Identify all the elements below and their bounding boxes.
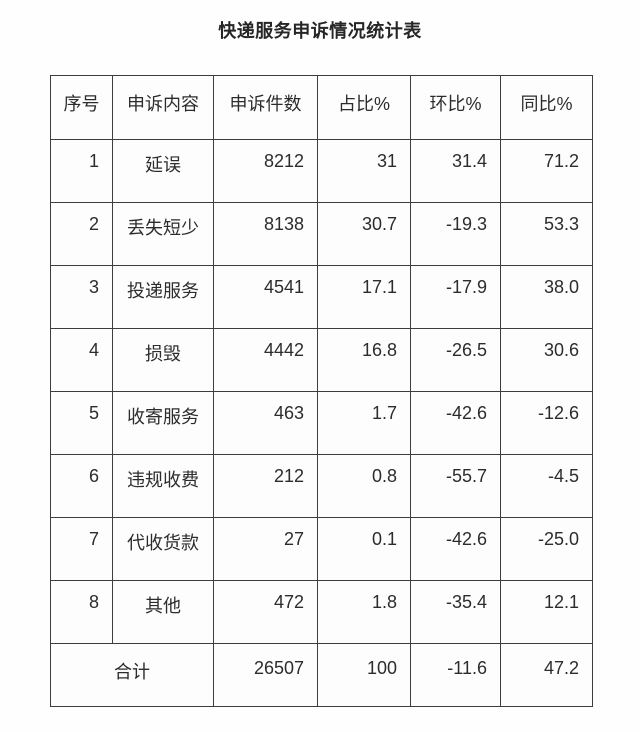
cell-content: 收寄服务 — [112, 391, 214, 455]
complaint-stats-table: 序号 申诉内容 申诉件数 占比% 环比% 同比% 1 延误 8212 31 31… — [50, 75, 593, 707]
table-row: 8 其他 472 1.8 -35.4 12.1 — [50, 580, 593, 644]
total-label-cell: 合计 — [50, 643, 214, 707]
cell-mom: -35.4 — [410, 580, 501, 644]
cell-share: 17.1 — [317, 265, 411, 329]
cell-content: 其他 — [112, 580, 214, 644]
cell-mom: -55.7 — [410, 454, 501, 518]
cell-mom: -19.3 — [410, 202, 501, 266]
cell-content: 代收货款 — [112, 517, 214, 581]
cell-no: 6 — [50, 454, 113, 518]
header-cell-mom: 环比% — [410, 75, 501, 140]
cell-share: 0.1 — [317, 517, 411, 581]
table-footer: 合计 26507 100 -11.6 47.2 — [50, 643, 593, 707]
total-yoy-cell: 47.2 — [500, 643, 593, 707]
cell-yoy: -4.5 — [500, 454, 593, 518]
cell-share: 16.8 — [317, 328, 411, 392]
table-row: 2 丢失短少 8138 30.7 -19.3 53.3 — [50, 202, 593, 266]
total-share-cell: 100 — [317, 643, 411, 707]
cell-no: 4 — [50, 328, 113, 392]
header-cell-no: 序号 — [50, 75, 113, 140]
cell-content: 损毁 — [112, 328, 214, 392]
table-header: 序号 申诉内容 申诉件数 占比% 环比% 同比% — [50, 75, 593, 140]
cell-yoy: -25.0 — [500, 517, 593, 581]
total-row: 合计 26507 100 -11.6 47.2 — [50, 643, 593, 707]
table-body: 1 延误 8212 31 31.4 71.2 2 丢失短少 8138 30.7 … — [50, 139, 593, 644]
cell-no: 2 — [50, 202, 113, 266]
total-count-cell: 26507 — [213, 643, 318, 707]
cell-mom: 31.4 — [410, 139, 501, 203]
header-cell-yoy: 同比% — [500, 75, 593, 140]
cell-share: 0.8 — [317, 454, 411, 518]
cell-count: 4442 — [213, 328, 318, 392]
page-title: 快递服务申诉情况统计表 — [218, 21, 422, 41]
table-row: 6 违规收费 212 0.8 -55.7 -4.5 — [50, 454, 593, 518]
cell-count: 27 — [213, 517, 318, 581]
cell-count: 463 — [213, 391, 318, 455]
cell-share: 31 — [317, 139, 411, 203]
cell-mom: -17.9 — [410, 265, 501, 329]
cell-content: 违规收费 — [112, 454, 214, 518]
cell-mom: -42.6 — [410, 391, 501, 455]
cell-yoy: 71.2 — [500, 139, 593, 203]
table-row: 7 代收货款 27 0.1 -42.6 -25.0 — [50, 517, 593, 581]
total-mom-cell: -11.6 — [410, 643, 501, 707]
cell-no: 3 — [50, 265, 113, 329]
table-row: 1 延误 8212 31 31.4 71.2 — [50, 139, 593, 203]
cell-count: 212 — [213, 454, 318, 518]
cell-mom: -42.6 — [410, 517, 501, 581]
table-row: 5 收寄服务 463 1.7 -42.6 -12.6 — [50, 391, 593, 455]
cell-content: 丢失短少 — [112, 202, 214, 266]
cell-content: 投递服务 — [112, 265, 214, 329]
cell-count: 8212 — [213, 139, 318, 203]
table-row: 4 损毁 4442 16.8 -26.5 30.6 — [50, 328, 593, 392]
cell-yoy: 53.3 — [500, 202, 593, 266]
cell-count: 8138 — [213, 202, 318, 266]
header-cell-count: 申诉件数 — [213, 75, 318, 140]
cell-share: 1.7 — [317, 391, 411, 455]
cell-yoy: 12.1 — [500, 580, 593, 644]
cell-no: 8 — [50, 580, 113, 644]
cell-share: 30.7 — [317, 202, 411, 266]
cell-yoy: 38.0 — [500, 265, 593, 329]
cell-count: 472 — [213, 580, 318, 644]
cell-mom: -26.5 — [410, 328, 501, 392]
table-row: 3 投递服务 4541 17.1 -17.9 38.0 — [50, 265, 593, 329]
header-cell-share: 占比% — [317, 75, 411, 140]
cell-content: 延误 — [112, 139, 214, 203]
cell-yoy: -12.6 — [500, 391, 593, 455]
cell-no: 7 — [50, 517, 113, 581]
cell-no: 5 — [50, 391, 113, 455]
cell-yoy: 30.6 — [500, 328, 593, 392]
cell-share: 1.8 — [317, 580, 411, 644]
cell-count: 4541 — [213, 265, 318, 329]
header-row: 序号 申诉内容 申诉件数 占比% 环比% 同比% — [50, 75, 593, 140]
cell-no: 1 — [50, 139, 113, 203]
header-cell-content: 申诉内容 — [112, 75, 214, 140]
